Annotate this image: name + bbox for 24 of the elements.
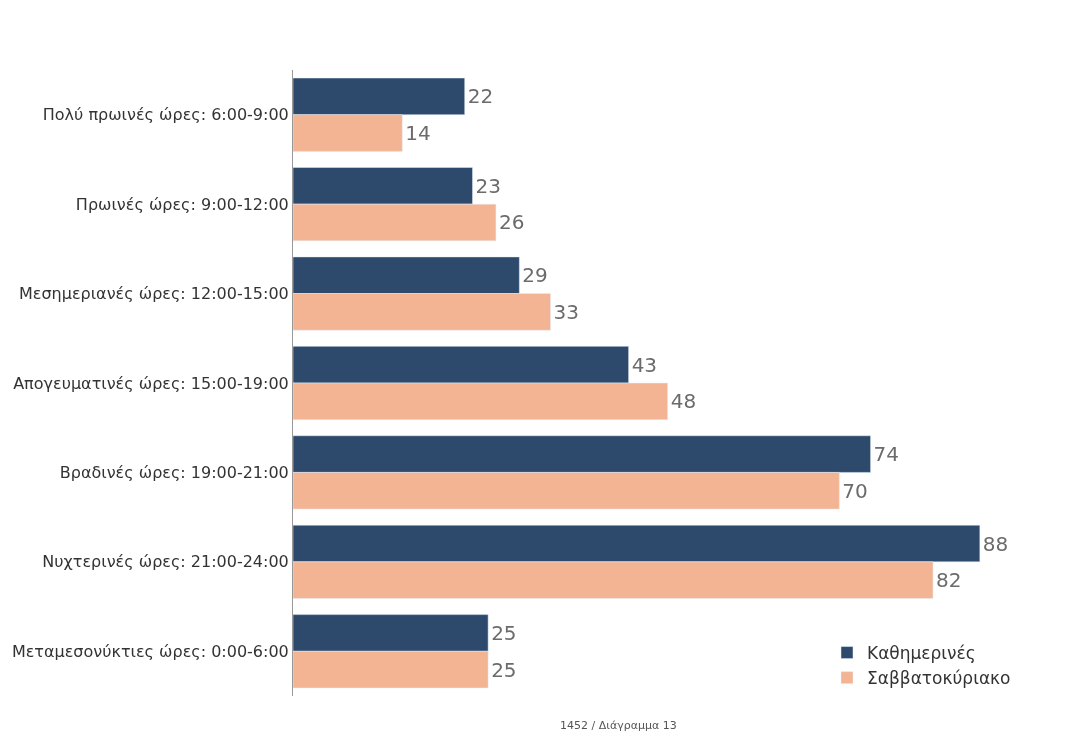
legend-label: Σαββατοκύριακο: [867, 668, 1011, 689]
data-label: 74: [873, 442, 900, 467]
data-label: 43: [631, 352, 658, 377]
y-tick-label: Μεταμεσονύκτιες ώρες: 0:00-6:00: [11, 641, 289, 661]
data-label: 88: [982, 531, 1009, 556]
data-label: 22: [467, 84, 494, 109]
y-tick-label: Μεσημεριανές ώρες: 12:00-15:00: [18, 284, 289, 304]
y-tick-label: Βραδινές ώρες: 19:00-21:00: [59, 463, 289, 483]
data-label: 70: [842, 478, 868, 503]
data-label: 14: [405, 121, 431, 146]
data-label: 82: [936, 568, 962, 593]
data-label: 33: [553, 299, 580, 324]
data-label: 25: [491, 620, 517, 645]
text: 1452 / Διάγραμμα 13: [560, 719, 677, 732]
data-label: 48: [670, 389, 697, 414]
data-label: 25: [491, 657, 517, 682]
data-label: 23: [475, 173, 501, 198]
y-tick-label: Πολύ πρωινές ώρες: 6:00-9:00: [42, 105, 289, 125]
y-tick-label: Νυχτερινές ώρες: 21:00-24:00: [42, 552, 289, 572]
y-tick-label: Πρωινές ώρες: 9:00-12:00: [75, 194, 289, 214]
legend-label: Καθημερινές: [867, 643, 976, 664]
data-label: 29: [522, 263, 548, 288]
data-label: 26: [498, 210, 525, 235]
y-tick-label: Απογευματινές ώρες: 15:00-19:00: [13, 373, 289, 393]
